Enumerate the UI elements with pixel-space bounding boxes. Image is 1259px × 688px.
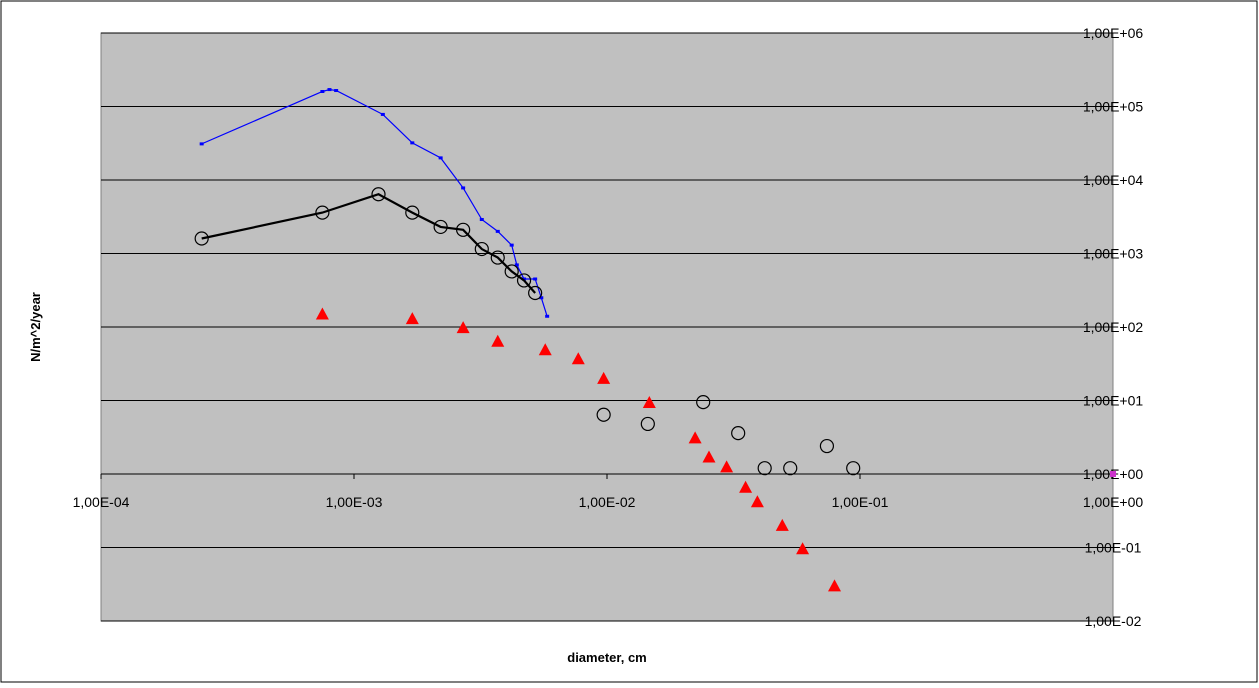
- data-point: [739, 480, 753, 493]
- data-point: [640, 416, 655, 432]
- y-tick-label: 1,00E-02: [1085, 613, 1142, 629]
- data-point: [571, 352, 585, 365]
- data-point: [783, 461, 798, 476]
- data-point: [456, 321, 470, 334]
- x-tick-label: 1,00E-03: [326, 494, 383, 510]
- data-point: [504, 264, 519, 279]
- data-point: [495, 229, 500, 233]
- y-axis-title: N/m^2/year: [28, 292, 43, 362]
- data-point: [405, 205, 420, 220]
- x-tick-label: 1,00E-04: [73, 494, 130, 510]
- series-layer: [194, 88, 1116, 592]
- series-line: [201, 88, 548, 317]
- data-point: [327, 88, 332, 92]
- data-point: [490, 250, 505, 265]
- y-tick-label: 1,00E+04: [1083, 172, 1144, 188]
- data-point: [514, 263, 519, 267]
- y-tick-label: 1,00E+02: [1083, 319, 1144, 335]
- data-point: [828, 579, 842, 592]
- data-point: [846, 461, 861, 476]
- x-axis: 1,00E-04 1,00E-03 1,00E-02 1,00E-01 1,00E+00: [73, 473, 1144, 510]
- data-point: [315, 307, 329, 320]
- data-point: [194, 231, 209, 246]
- y-tick-label: 1,00E+06: [1083, 25, 1144, 41]
- y-tick-label: 1,00E+05: [1083, 99, 1144, 115]
- data-point: [696, 395, 711, 410]
- data-point: [405, 312, 419, 325]
- data-point: [538, 343, 552, 356]
- data-point: [371, 187, 386, 202]
- data-point: [533, 277, 538, 281]
- series-line: [201, 193, 536, 294]
- data-point: [433, 219, 448, 235]
- data-point: [688, 431, 702, 444]
- data-point: [461, 186, 466, 190]
- data-point: [702, 450, 716, 463]
- data-point: [539, 296, 544, 300]
- data-point: [1110, 471, 1116, 477]
- data-point: [491, 334, 505, 347]
- series-1: [199, 88, 550, 318]
- data-point: [456, 222, 471, 237]
- series-5: [1110, 471, 1116, 477]
- data-point: [597, 371, 611, 384]
- data-point: [380, 112, 385, 116]
- data-point: [315, 205, 330, 220]
- data-point: [516, 273, 532, 288]
- data-point: [199, 142, 204, 146]
- series-2: [194, 187, 543, 301]
- data-point: [731, 426, 746, 441]
- x-tick-label: 1,00E+00: [1083, 494, 1144, 510]
- data-point: [819, 438, 835, 454]
- data-point: [750, 495, 764, 508]
- data-point: [334, 89, 339, 93]
- data-point: [757, 461, 772, 476]
- y-axis: 1,00E-02 1,00E-01 1,00E+00 1,00E+01 1,00E+02…: [1083, 25, 1144, 629]
- data-point: [642, 395, 656, 408]
- series-4: [315, 307, 842, 592]
- data-point: [720, 460, 734, 473]
- x-tick-label: 1,00E-01: [832, 494, 889, 510]
- y-tick-label: 1,00E+03: [1083, 246, 1144, 262]
- data-point: [474, 241, 489, 257]
- x-tick-label: 1,00E-02: [579, 494, 636, 510]
- series-3: [596, 395, 861, 476]
- data-point: [596, 407, 611, 422]
- data-point: [796, 542, 810, 555]
- data-point: [528, 285, 543, 301]
- x-axis-title: diameter, cm: [567, 650, 647, 665]
- data-point: [320, 89, 325, 93]
- y-tick-label: 1,00E-01: [1085, 540, 1142, 556]
- data-point: [775, 518, 789, 531]
- data-point: [410, 141, 415, 145]
- y-tick-label: 1,00E+01: [1083, 393, 1144, 409]
- data-point: [545, 314, 550, 318]
- data-point: [509, 243, 514, 247]
- data-point: [522, 277, 527, 281]
- data-point: [438, 156, 443, 160]
- data-point: [479, 218, 484, 222]
